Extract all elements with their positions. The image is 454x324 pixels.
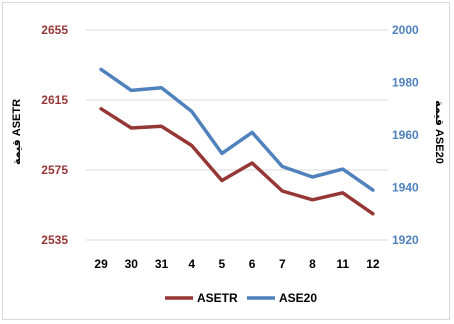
x-tick-label: 7 [279,257,286,271]
x-tick-label: 29 [94,257,108,271]
x-tick-label: 8 [309,257,316,271]
right-axis-ticks: 1920 1940 1960 1980 2000 [392,23,419,247]
right-tick-label: 1940 [392,181,419,195]
left-tick-label: 2535 [41,233,68,247]
x-tick-label: 12 [366,257,380,271]
x-tick-label: 6 [249,257,256,271]
chart-frame [2,2,450,320]
legend-label-asetr: ASETR [197,291,238,305]
series-line-asetr [99,107,375,216]
x-tick-label: 31 [155,257,169,271]
series-line-ase20 [99,67,375,192]
left-axis-title: قيمة ASETR [11,99,23,165]
left-axis-ticks: 2535 2575 2615 2655 [41,23,68,247]
right-tick-label: 2000 [392,23,419,37]
right-tick-label: 1960 [392,128,419,142]
x-tick-label: 4 [188,257,195,271]
x-axis-ticks: 29 30 31 4 5 6 7 8 11 12 [94,257,379,271]
legend: ASETR ASE20 [165,291,317,305]
left-tick-label: 2575 [41,163,68,177]
x-tick-label: 30 [125,257,139,271]
series-group [99,67,375,216]
left-tick-label: 2655 [41,23,68,37]
x-tick-label: 5 [219,257,226,271]
grid-lines [86,29,388,241]
legend-label-ase20: ASE20 [279,291,317,305]
right-tick-label: 1980 [392,76,419,90]
right-tick-label: 1920 [392,233,419,247]
left-tick-label: 2615 [41,93,68,107]
right-axis-title: قيمة ASE20 [433,100,445,164]
x-tick-label: 11 [336,257,349,271]
